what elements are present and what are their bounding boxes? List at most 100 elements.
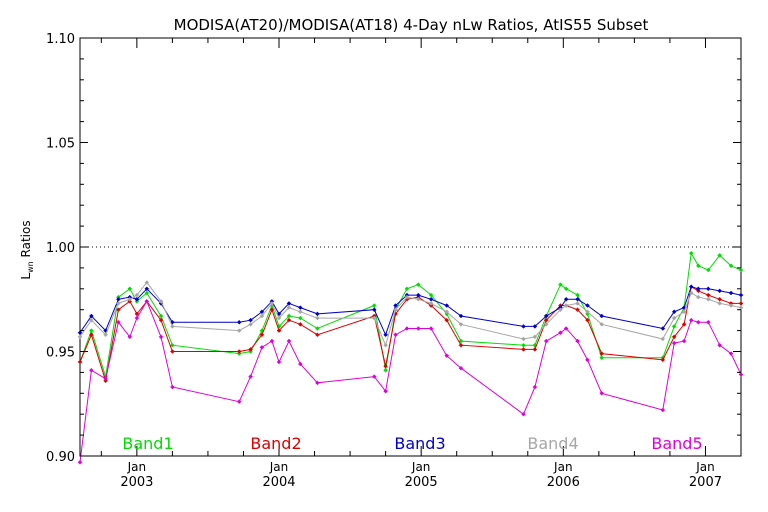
data-point <box>259 313 265 319</box>
data-point <box>532 384 538 390</box>
data-point <box>428 301 434 306</box>
data-point <box>558 282 563 287</box>
series-band1 <box>77 250 744 379</box>
legend-entry-band2: Band2 <box>250 434 301 453</box>
data-point <box>728 263 734 269</box>
data-point <box>521 324 526 329</box>
data-point <box>170 349 175 354</box>
data-point <box>127 334 133 340</box>
data-point <box>532 334 538 340</box>
data-point <box>383 332 388 338</box>
data-point <box>575 338 580 344</box>
data-point <box>532 324 538 329</box>
data-point <box>286 317 292 323</box>
data-point <box>116 307 121 313</box>
data-point <box>671 340 677 346</box>
data-point <box>532 347 538 352</box>
data-point <box>428 296 434 302</box>
data-point <box>103 332 108 338</box>
data-point <box>259 344 265 350</box>
data-point <box>717 288 723 294</box>
data-point <box>236 328 242 333</box>
data-point <box>393 307 398 313</box>
data-point <box>543 313 549 319</box>
data-point <box>521 336 526 342</box>
data-point <box>688 284 694 290</box>
data-point <box>521 411 526 417</box>
data-point <box>127 286 133 292</box>
data-point <box>681 338 687 344</box>
x-tick-month-label: Jan <box>695 460 715 474</box>
data-point <box>170 342 175 348</box>
data-point <box>158 298 164 304</box>
data-point <box>144 280 150 285</box>
x-tick-month-label: Jan <box>127 460 147 474</box>
data-point <box>705 319 711 325</box>
data-point <box>444 309 450 315</box>
data-point <box>276 328 282 333</box>
data-point <box>77 459 83 465</box>
data-point <box>728 351 734 356</box>
data-point <box>563 326 569 331</box>
data-point <box>89 317 94 323</box>
data-point <box>77 359 83 365</box>
data-point <box>371 374 377 379</box>
data-point <box>170 324 175 329</box>
data-point <box>383 363 388 369</box>
data-point <box>738 292 744 298</box>
data-point <box>134 315 140 321</box>
data-point <box>585 357 590 363</box>
data-point <box>89 332 94 338</box>
data-point <box>276 315 282 321</box>
data-point <box>444 353 450 359</box>
data-point <box>728 290 734 296</box>
data-point <box>738 372 744 377</box>
y-tick-label: 1.05 <box>46 137 75 152</box>
legend-entry-band3: Band3 <box>394 434 445 453</box>
data-point <box>444 317 450 323</box>
data-point <box>269 307 275 313</box>
data-point <box>585 309 590 315</box>
data-point <box>383 342 388 348</box>
data-point <box>660 407 666 413</box>
data-point <box>688 290 694 296</box>
data-point <box>393 332 398 338</box>
data-point <box>315 311 320 317</box>
y-tick-label: 1.10 <box>46 32 75 47</box>
data-point <box>599 351 605 356</box>
data-point <box>563 303 569 308</box>
data-point <box>563 296 569 302</box>
data-point <box>315 332 320 338</box>
data-point <box>738 301 744 306</box>
data-point <box>717 296 723 302</box>
data-point <box>705 296 711 302</box>
data-point <box>297 305 303 310</box>
data-point <box>599 355 605 361</box>
data-point <box>688 250 694 256</box>
data-point <box>134 296 140 302</box>
data-point <box>404 294 410 300</box>
legend-entry-band4: Band4 <box>527 434 578 453</box>
data-point <box>660 357 666 363</box>
y-axis-label: Lwn Ratios <box>19 220 35 279</box>
data-point <box>458 342 464 348</box>
data-point <box>297 361 303 367</box>
data-point <box>371 315 377 321</box>
data-point <box>585 303 590 308</box>
series-band4 <box>77 280 744 348</box>
series-band2 <box>77 284 744 384</box>
data-point <box>599 321 605 327</box>
legend-entry-band1: Band1 <box>122 434 173 453</box>
data-point <box>696 294 701 300</box>
x-tick-year-label: 2007 <box>689 475 722 490</box>
data-point <box>705 267 711 273</box>
y-tick-label: 1.00 <box>46 241 75 256</box>
data-point <box>315 326 320 331</box>
x-tick-month-label: Jan <box>269 460 289 474</box>
data-point <box>170 384 175 390</box>
data-point <box>144 290 150 296</box>
data-point <box>696 319 701 325</box>
data-point <box>543 338 549 344</box>
data-point <box>660 336 666 342</box>
x-tick-year-label: 2004 <box>262 475 295 490</box>
